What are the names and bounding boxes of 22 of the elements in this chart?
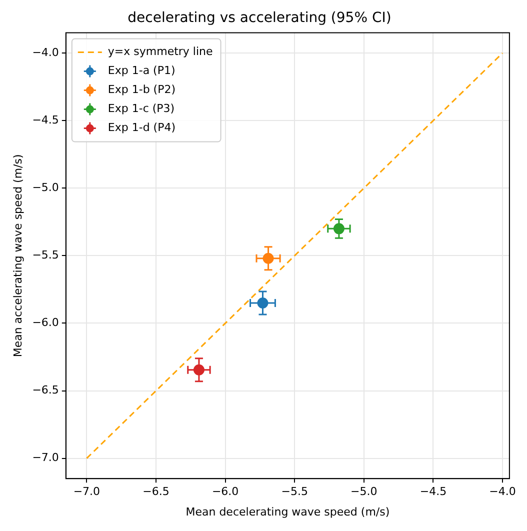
x-tick-label: −4.5 [420,485,447,498]
x-tick-label: −5.5 [281,485,308,498]
x-tick-label: −4.0 [489,485,516,498]
x-tick-label: −6.0 [212,485,239,498]
legend-label: Exp 1-c (P3) [108,102,175,116]
legend-label: Exp 1-d (P4) [108,121,176,134]
legend-label: y=x symmetry line [108,45,214,58]
y-tick-label: −7.0 [32,451,59,464]
legend-label: Exp 1-a (P1) [108,64,176,78]
y-tick-label: −6.0 [32,316,59,330]
x-axis-title: Mean decelerating wave speed (m/s) [186,505,390,518]
legend-label: Exp 1-b (P2) [108,83,176,96]
y-axis-title: Mean accelerating wave speed (m/s) [11,154,24,358]
y-tick-label: −5.5 [32,248,59,262]
y-tick-label: −6.5 [32,384,59,397]
chart-title: decelerating vs accelerating (95% CI) [128,10,392,26]
y-tick-label: −5.0 [32,181,59,194]
x-tick-label: −5.0 [350,485,378,498]
x-tick-label: −7.0 [73,485,100,498]
x-tick-label: −6.5 [142,485,170,498]
y-tick-label: −4.0 [32,46,59,59]
y-tick-label: −4.5 [32,113,59,126]
